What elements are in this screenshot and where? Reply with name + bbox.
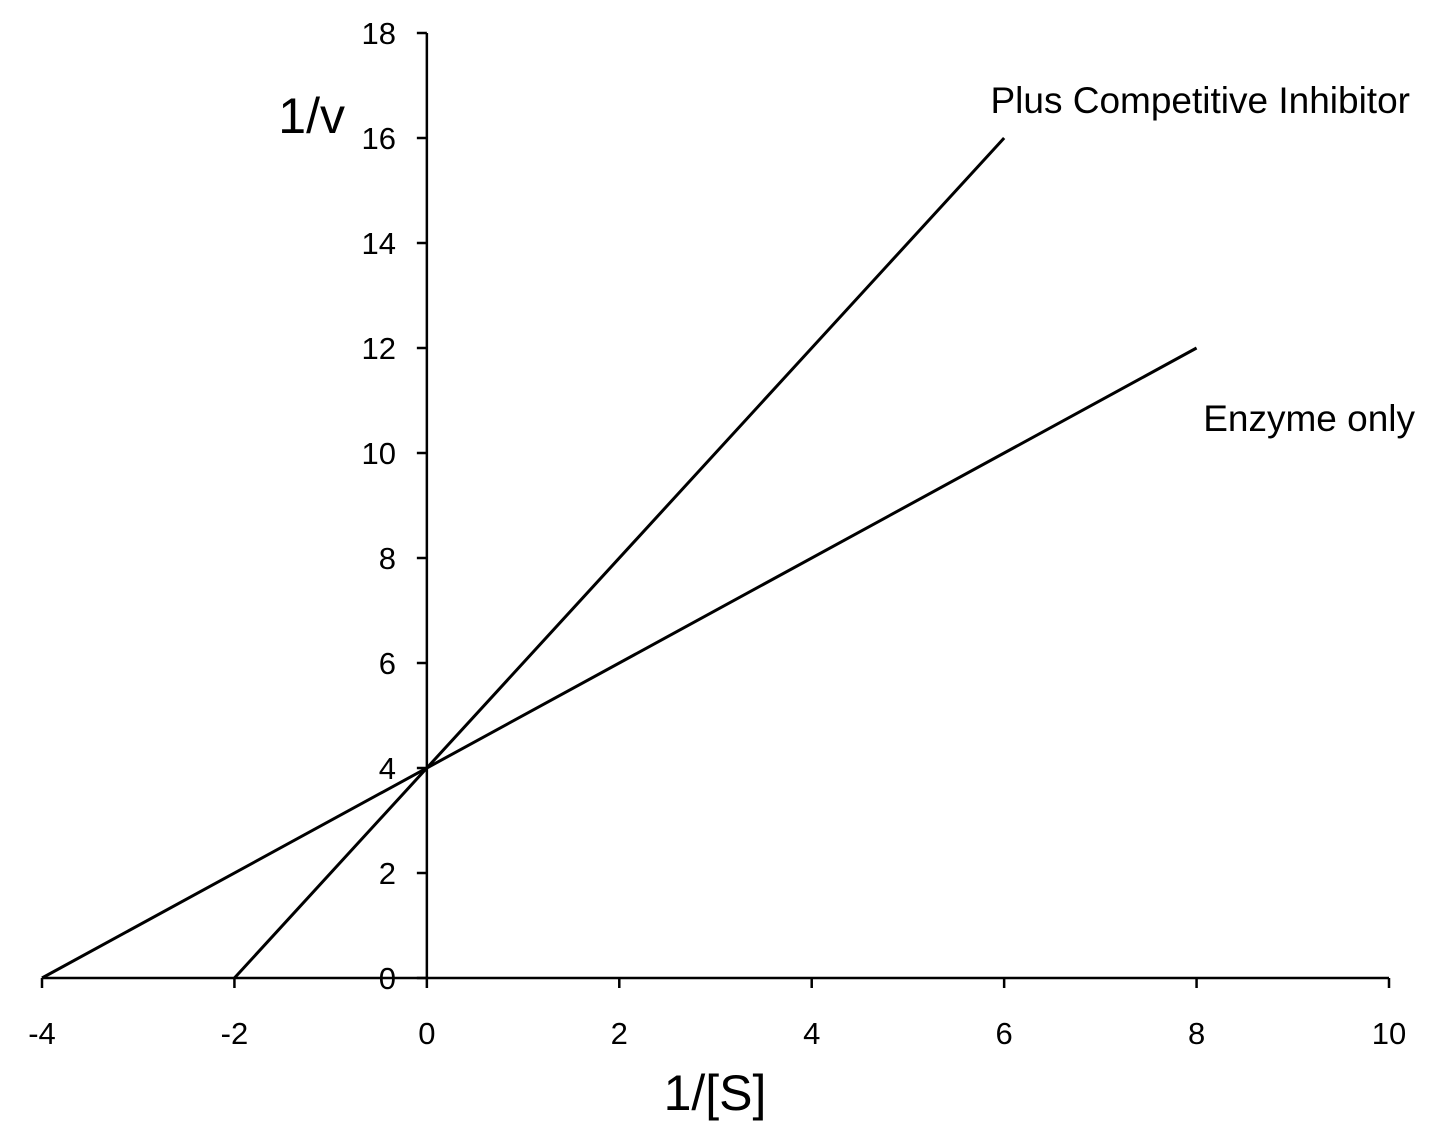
series-line-1 <box>41 346 1198 980</box>
y-tick-label: 18 <box>362 16 396 51</box>
x-tick-label: 8 <box>1188 1016 1205 1051</box>
y-tick-label: 0 <box>379 961 396 996</box>
y-axis-label: 1/v <box>278 88 345 144</box>
series-line-0 <box>233 136 1006 980</box>
x-tick-label: 10 <box>1372 1016 1406 1051</box>
y-tick-label: 2 <box>379 856 396 891</box>
x-axis-label: 1/[S] <box>664 1065 767 1121</box>
series-label-inhibitor: Plus Competitive Inhibitor <box>990 80 1410 121</box>
y-tick-label: 10 <box>362 436 396 471</box>
x-tick-label: 6 <box>996 1016 1013 1051</box>
x-tick-label: 4 <box>803 1016 820 1051</box>
y-tick-label: 4 <box>379 751 396 786</box>
y-tick-label: 8 <box>379 541 396 576</box>
x-tick-label: 0 <box>418 1016 435 1051</box>
series-label-enzyme-only: Enzyme only <box>1203 398 1415 439</box>
x-tick-label: -2 <box>221 1016 249 1051</box>
axes: -4 -2 0 2 4 6 8 10 0 2 4 6 8 10 12 14 16 18 <box>28 16 1406 1051</box>
x-tick-label: -4 <box>28 1016 56 1051</box>
series-lines <box>41 136 1198 980</box>
y-tick-label: 6 <box>379 646 396 681</box>
y-tick-label: 16 <box>362 121 396 156</box>
y-tick-label: 12 <box>362 331 396 366</box>
x-tick-label: 2 <box>611 1016 628 1051</box>
y-tick-label: 14 <box>362 226 396 261</box>
